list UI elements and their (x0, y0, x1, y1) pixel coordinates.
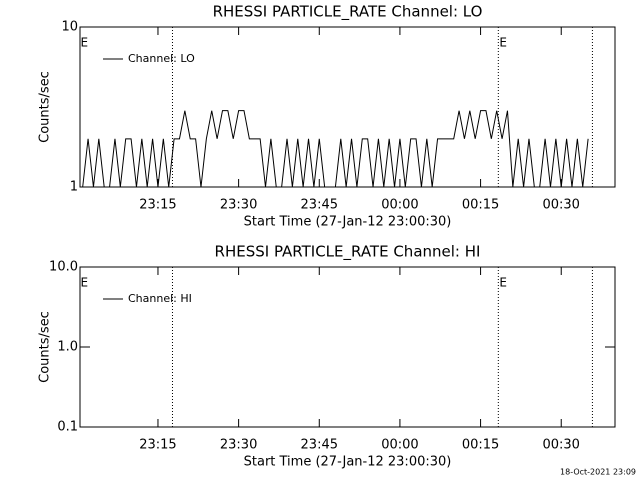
footer: 18-Oct-2021 23:09 (560, 468, 636, 477)
y-tick-label: 10 (61, 20, 78, 35)
y-tick-label: 1.0 (57, 340, 78, 355)
annotation: E (499, 276, 507, 290)
x-tick-label: 23:45 (301, 198, 338, 213)
x-tick-label: 23:30 (220, 198, 257, 213)
x-tick-label: 23:30 (220, 438, 257, 453)
legend-label: Channel: HI (128, 292, 192, 305)
x-tick-label: 23:45 (301, 438, 338, 453)
y-tick-label: 10.0 (49, 260, 78, 275)
legend-label: Channel: LO (128, 52, 195, 65)
chart-title: RHESSI PARTICLE_RATE Channel: HI (215, 243, 481, 262)
x-tick-label: 00:30 (542, 198, 579, 213)
x-axis-label: Start Time (27-Jan-12 23:00:30) (244, 215, 452, 230)
x-tick-label: 23:15 (139, 198, 176, 213)
x-tick-label: 00:00 (381, 198, 418, 213)
data-line (82, 110, 589, 188)
x-tick-label: 00:30 (542, 438, 579, 453)
annotation: E (81, 276, 89, 290)
x-tick-label: 23:15 (139, 438, 176, 453)
chart-title: RHESSI PARTICLE_RATE Channel: LO (213, 3, 483, 22)
plot-frame (79, 26, 616, 188)
y-axis-label: Counts/sec (38, 311, 53, 383)
y-tick-label: 1 (70, 180, 78, 195)
y-tick-label: 0.1 (57, 420, 78, 435)
x-tick-label: 00:15 (462, 198, 499, 213)
plot-frame (79, 266, 616, 428)
y-axis-label: Counts/sec (38, 71, 53, 143)
annotation: E (81, 36, 89, 50)
x-tick-label: 00:15 (462, 438, 499, 453)
annotation: E (499, 36, 507, 50)
x-tick-label: 00:00 (381, 438, 418, 453)
x-axis-label: Start Time (27-Jan-12 23:00:30) (244, 455, 452, 470)
